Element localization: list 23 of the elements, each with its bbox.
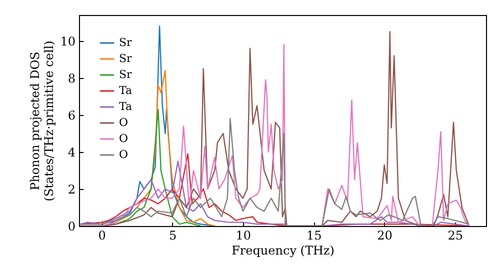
legend-label: O [119,116,128,129]
y-tick-label: 6 [68,108,76,122]
y-axis-title: Phonon projected DOS (States/THz·primitive cell) [28,40,56,202]
x-tick-label: 5 [168,228,177,242]
x-tick-label: 15 [306,228,322,242]
x-tick-label: 0 [98,228,106,242]
legend-label: Sr [119,68,133,81]
x-tick-label: 25 [448,228,464,242]
legend-label: O [119,132,128,145]
legend-label: Ta [119,100,132,113]
y-tick-label: 2 [68,182,76,196]
legend-label: Sr [119,36,133,49]
x-axis-title: Frequency (THz) [232,244,334,258]
legend-label: O [119,148,128,161]
y-tick-label: 8 [68,71,76,86]
line-series [80,118,470,226]
legend-label: Sr [119,52,133,65]
legend-label: Ta [119,84,132,97]
y-tick-label: 0 [68,220,76,234]
y-tick-label: 4 [68,145,76,160]
y-tick-label: 10 [60,34,76,48]
x-tick-label: 20 [377,228,392,242]
x-tick-label: 10 [236,228,252,242]
